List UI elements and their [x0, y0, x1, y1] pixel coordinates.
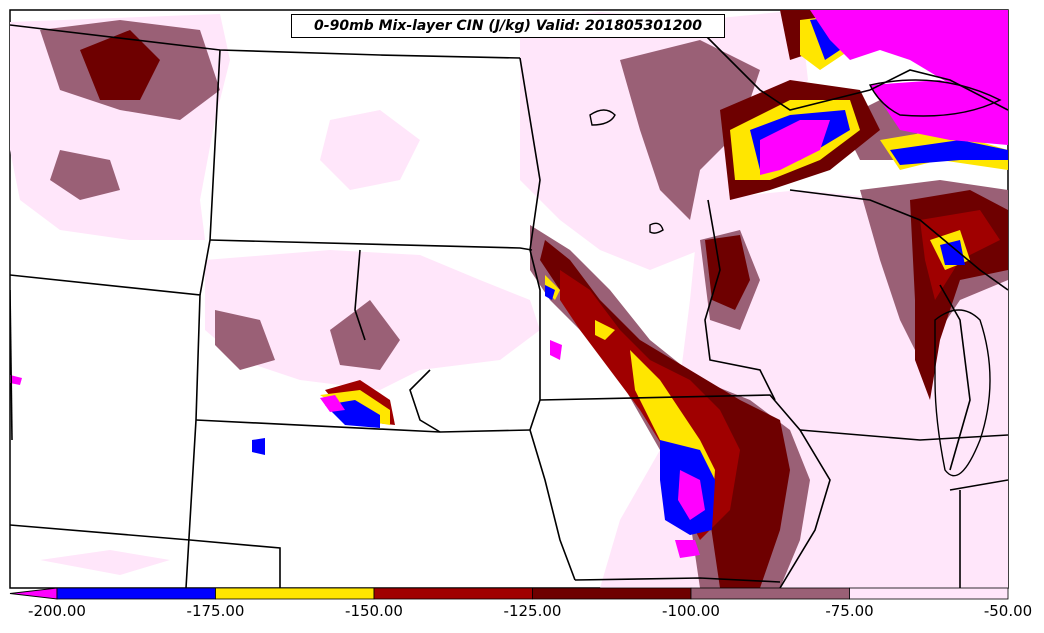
colorbar-bin — [690, 587, 850, 600]
colorbar-below-min-triangle — [9, 587, 58, 600]
colorbar-bin — [849, 587, 1009, 600]
colorbar-tick-label: -200.00 — [28, 602, 86, 620]
colorbar-bin — [56, 587, 216, 600]
colorbar-tick-label: -100.00 — [662, 602, 720, 620]
cin-field-magenta — [10, 10, 1008, 558]
lakes — [589, 79, 1002, 477]
colorbar-tick-label: -125.00 — [503, 602, 562, 620]
colorbar-tick-label: -75.00 — [825, 602, 874, 620]
colorbar-tick-label: -150.00 — [345, 602, 403, 620]
colorbar-bin — [532, 587, 692, 600]
colorbar-tick-label: -175.00 — [186, 602, 245, 620]
colorbar-bin — [373, 587, 533, 600]
map-title: 0-90mb Mix-layer CIN (J/kg) Valid: 20180… — [291, 14, 725, 38]
colorbar-bin — [215, 587, 375, 600]
colorbar-tick-label: -50.00 — [983, 602, 1033, 620]
colorbar — [9, 587, 1009, 600]
cin-fields — [10, 10, 1008, 588]
state-boundaries — [10, 24, 1008, 588]
